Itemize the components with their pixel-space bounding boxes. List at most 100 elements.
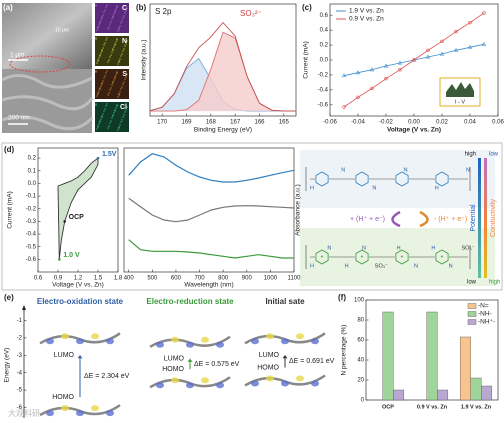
map-dot <box>115 8 117 10</box>
y-axis-label: N percentage (%) <box>341 325 348 376</box>
marker <box>439 51 445 56</box>
map-dot <box>113 79 115 81</box>
gap-arrowhead <box>282 355 288 359</box>
atom-label: N <box>327 245 331 251</box>
map-dot <box>121 53 123 55</box>
map-dot <box>121 86 123 88</box>
map-dot <box>100 19 102 21</box>
orbital <box>201 336 209 343</box>
chain <box>305 245 471 269</box>
map-dot <box>123 114 125 116</box>
scale-end: low <box>489 152 499 158</box>
map-dot <box>114 43 116 45</box>
panel-label: (e) <box>4 293 14 302</box>
map-dot <box>101 83 103 85</box>
orbital <box>46 410 54 417</box>
sem-image <box>2 3 92 69</box>
map-dot <box>116 6 118 8</box>
orbital <box>46 338 54 345</box>
orbital <box>266 375 274 382</box>
map-dot <box>117 129 119 131</box>
atom-label: SO₃⁻ <box>461 245 474 251</box>
map-dot <box>112 81 114 83</box>
map-dot <box>117 96 119 98</box>
y-tick-label: 40 <box>357 358 364 364</box>
x-tick-label: 1000 <box>264 276 278 282</box>
orbital <box>76 338 84 345</box>
y-tick-label: 0.0 <box>28 181 37 187</box>
x-tick-label: 500 <box>147 276 158 282</box>
map-dot <box>105 6 107 8</box>
map-dot <box>104 9 106 11</box>
x-axis-label: Voltage (V vs. Zn) <box>52 282 104 289</box>
map-dot <box>111 84 113 86</box>
map-dot <box>107 28 109 30</box>
map-dot <box>97 126 99 128</box>
map-dot <box>97 92 99 94</box>
x-tick-label: 1.5 <box>94 276 103 282</box>
map-dot <box>101 17 103 19</box>
orbital <box>186 341 194 348</box>
ring-mark: + <box>320 255 324 261</box>
map-dot <box>109 23 111 25</box>
map-label: C <box>122 5 127 12</box>
arrow <box>419 210 429 228</box>
map-dot <box>118 126 120 128</box>
map-dot <box>100 118 102 120</box>
x-tick-label: 0.00 <box>408 120 420 126</box>
map-dot <box>112 115 114 117</box>
y-axis-label: Energy (eV) <box>4 348 11 383</box>
map-dot <box>126 7 128 9</box>
y-tick-label: -5 <box>17 388 23 394</box>
map-dot <box>99 21 101 23</box>
map-dot <box>99 87 101 89</box>
y-axis-label: Current (mA) <box>7 191 14 229</box>
inset-image <box>446 82 474 97</box>
annotation-point <box>96 156 100 160</box>
map-dot <box>106 70 108 72</box>
chart-title: S 2p <box>155 7 172 16</box>
scale-label: 1 μm <box>10 52 25 59</box>
map-dot <box>109 56 111 58</box>
map-dot <box>107 94 109 96</box>
map-dot <box>102 80 104 82</box>
map-dot <box>110 87 112 89</box>
annotation: 1.5V <box>102 151 117 158</box>
y-tick-label: -0.6 <box>26 257 37 263</box>
map-dot <box>95 4 97 6</box>
y-tick-label: -4 <box>17 370 23 376</box>
marker <box>342 105 346 109</box>
x-axis-label: Binding Energy (eV) <box>194 127 252 134</box>
map-dot <box>114 11 116 13</box>
y-tick-label: 80 <box>357 318 364 324</box>
map-dot <box>112 48 114 50</box>
map-dot <box>114 10 116 12</box>
x-tick-label: 900 <box>242 276 253 282</box>
map-dot <box>119 91 121 93</box>
map-dot <box>111 18 113 20</box>
y-tick-label: -0.6 <box>318 102 329 108</box>
y-axis-label: Current (mA) <box>303 41 310 79</box>
watermark: 大观科研 <box>8 408 40 418</box>
map-dot <box>115 74 117 76</box>
map-dot <box>96 95 98 97</box>
y-tick-label: -0.2 <box>318 73 329 79</box>
map-dot <box>96 29 98 31</box>
map-dot <box>103 44 105 46</box>
orbital <box>201 377 209 384</box>
marker <box>453 47 459 52</box>
ring <box>395 249 409 265</box>
state-title: Electro-reduction state <box>146 297 234 306</box>
map-dot <box>110 21 112 23</box>
y-tick-label: -0.4 <box>318 87 329 93</box>
y-tick-label: 0.6 <box>320 13 329 19</box>
ring <box>355 249 369 265</box>
orbital <box>216 341 224 348</box>
map-label: S <box>122 71 127 78</box>
bar <box>437 389 449 401</box>
annotation-point <box>63 220 66 223</box>
map-dot <box>101 50 103 52</box>
marker <box>481 41 487 46</box>
